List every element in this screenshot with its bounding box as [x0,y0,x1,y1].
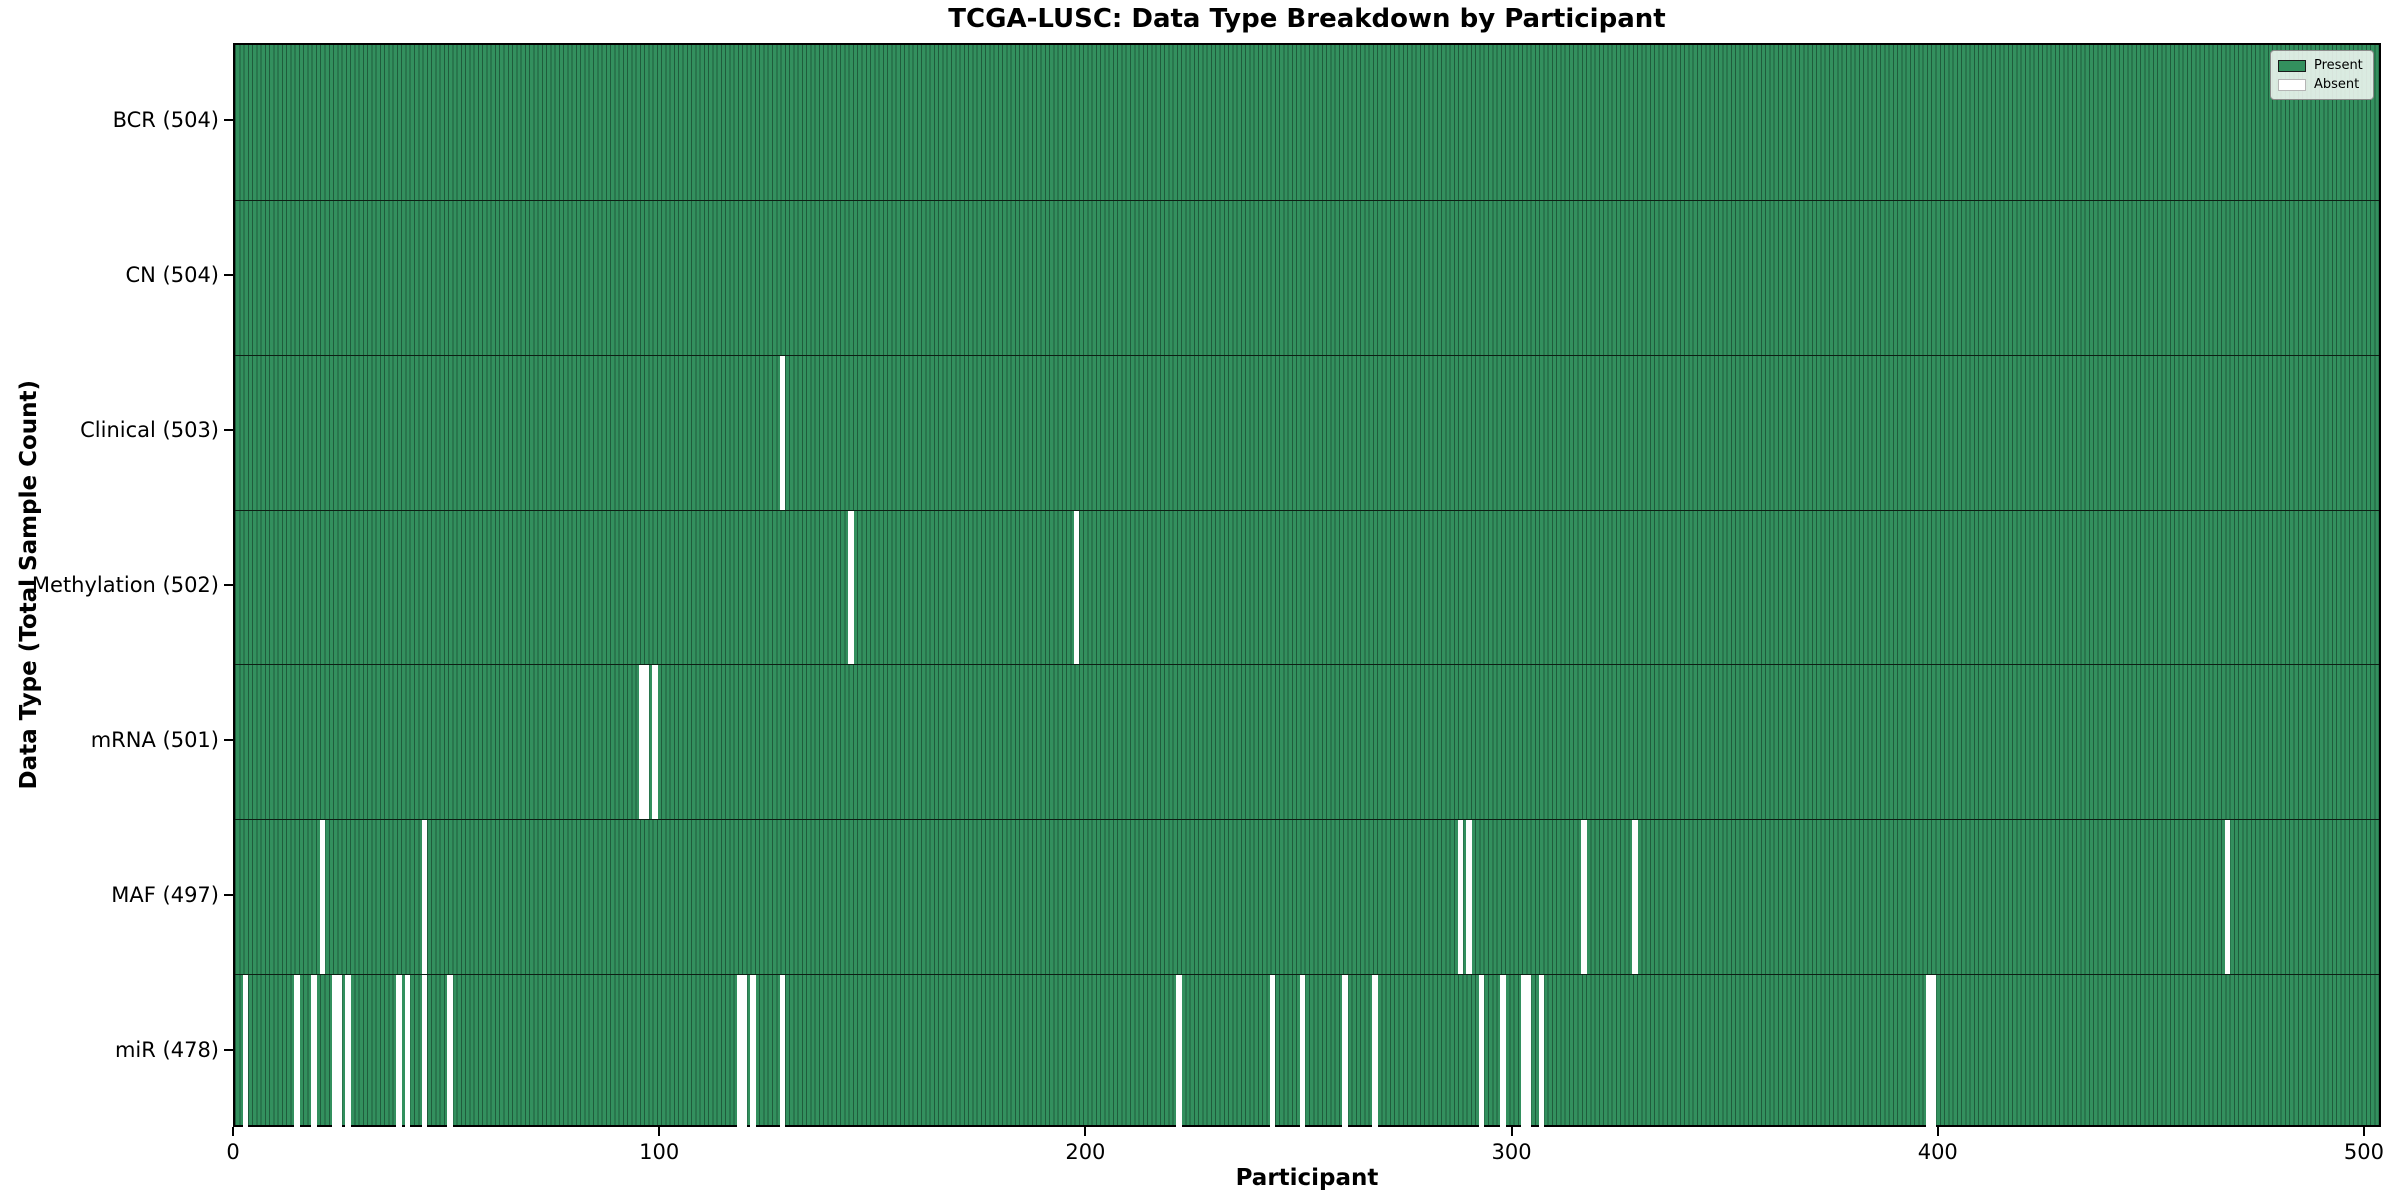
absent-gap [1478,975,1485,1129]
absent-gap [447,975,453,1129]
absent-gap [421,975,428,1129]
absent-gap [345,975,351,1129]
y-tick-label: miR (478) [114,1037,219,1062]
absent-gap [242,975,249,1129]
absent-gap [1930,975,1937,1129]
absent-gap [332,975,338,1129]
absent-gap [1466,820,1472,975]
absent-gap [779,975,786,1129]
x-tick-label: 100 [639,1140,680,1164]
absent-gap [750,975,756,1129]
absent-gap [643,665,649,820]
absent-gap [1073,510,1080,665]
absent-gap [1372,975,1378,1129]
legend-swatch-absent [2278,78,2306,91]
absent-gap [396,975,402,1129]
absent-gap [1342,975,1348,1129]
chart-title: TCGA-LUSC: Data Type Breakdown by Partic… [948,4,1666,34]
absent-gap [294,975,300,1129]
y-tick-label: MAF (497) [111,882,219,907]
x-tick-mark [232,1127,234,1136]
legend-label-absent: Absent [2314,77,2360,92]
x-tick-label: 0 [226,1140,240,1164]
absent-gap [652,665,658,820]
heatmap-row [235,354,2379,510]
y-tick-mark [224,274,233,277]
legend-item-absent: Absent [2278,75,2366,94]
absent-gap [1457,820,1464,975]
absent-gap [319,820,326,975]
absent-gap [336,975,343,1129]
legend-item-present: Present [2278,56,2366,75]
y-tick-label: mRNA (501) [90,727,219,752]
legend-label-present: Present [2314,58,2363,73]
y-tick-mark [224,584,233,586]
y-tick-label: Clinical (503) [80,418,219,443]
absent-gap [741,975,748,1129]
y-tick-label: Methylation (502) [31,573,219,597]
plot-area: Present Absent [233,43,2381,1129]
legend-swatch-present [2278,59,2306,72]
absent-gap [848,510,854,665]
absent-gap [779,355,786,510]
absent-gap [404,975,411,1129]
absent-gap [1538,975,1544,1129]
absent-gap [737,975,743,1129]
x-tick-label: 300 [1491,1140,1532,1164]
heatmap-row [235,509,2379,665]
y-axis-tick-labels: BCR (504) CN (504) Clinical (503) Methylati… [0,43,233,1127]
absent-gap [1581,820,1587,975]
absent-gap [2224,820,2231,975]
absent-gap [1521,975,1527,1129]
y-tick-label: BCR (504) [112,108,219,133]
absent-gap [1299,975,1306,1129]
absent-gap [311,975,317,1129]
absent-gap [1500,975,1506,1129]
heatmap-row [235,974,2379,1129]
absent-gap [1926,975,1932,1129]
y-tick-mark [224,429,233,432]
legend: Present Absent [2270,50,2374,100]
absent-gap [1270,975,1276,1129]
x-tick-label: 200 [1065,1140,1106,1164]
heatmap-row [235,199,2379,355]
y-tick-mark [224,738,233,741]
absent-gap [421,820,428,975]
heatmap-row [235,664,2379,820]
heatmap-row [235,45,2379,200]
x-tick-label: 400 [1917,1140,1958,1164]
y-tick-label: CN (504) [125,263,219,288]
absent-gap [1525,975,1532,1129]
heatmap-row [235,819,2379,975]
y-tick-mark [224,119,233,122]
y-tick-mark [224,893,233,896]
absent-gap [639,665,645,820]
x-tick-label: 500 [2343,1140,2384,1164]
absent-gap [1632,820,1638,975]
absent-gap [1176,975,1182,1129]
x-axis-title: Participant [1235,1165,1379,1191]
y-tick-mark [224,1048,233,1051]
